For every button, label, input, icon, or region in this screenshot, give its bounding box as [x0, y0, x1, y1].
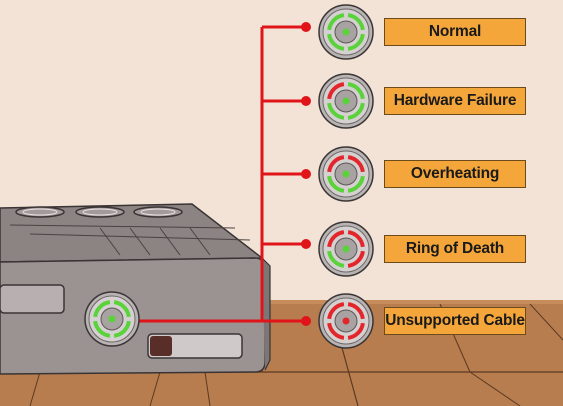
- light-quadrant-top-right-green: [347, 82, 365, 100]
- light-quadrant-bottom-right-red: [347, 250, 365, 268]
- status-light-overheating: [318, 146, 374, 202]
- light-quadrant-top-left-red: [327, 302, 345, 320]
- status-light-hardware-failure: [318, 73, 374, 129]
- connector-lines: [112, 25, 306, 323]
- status-light-normal: [318, 4, 374, 60]
- light-quadrant-top-left-green: [93, 300, 111, 318]
- center-light-green: [342, 97, 350, 105]
- status-label-overheating: Overheating: [384, 160, 526, 188]
- light-quadrant-top-right-red: [347, 155, 365, 173]
- status-light-unsupported-cable: [318, 293, 374, 349]
- light-quadrant-top-right-green: [113, 300, 131, 318]
- center-light-red: [342, 317, 350, 325]
- center-light-green: [342, 28, 350, 36]
- center-light-green: [342, 245, 350, 253]
- light-quadrant-top-right-red: [347, 230, 365, 248]
- light-quadrant-bottom-right-green: [347, 33, 365, 51]
- status-light-ring-of-death: [318, 221, 374, 277]
- status-label-hardware-failure: Hardware Failure: [384, 87, 526, 115]
- status-label-ring-of-death: Ring of Death: [384, 235, 526, 263]
- light-quadrant-bottom-right-green: [347, 102, 365, 120]
- light-quadrant-bottom-left-green: [327, 250, 345, 268]
- light-quadrant-bottom-right-red: [347, 322, 365, 340]
- light-quadrant-top-left-green: [327, 13, 345, 31]
- connector-dots: [301, 22, 311, 326]
- light-quadrant-top-right-green: [347, 13, 365, 31]
- light-quadrant-top-right-red: [347, 302, 365, 320]
- center-light-green: [108, 315, 116, 323]
- status-label-normal: Normal: [384, 18, 526, 46]
- console-ring-of-light: [84, 291, 140, 347]
- light-quadrant-bottom-left-green: [327, 175, 345, 193]
- status-label-unsupported-cable: Unsupported Cable: [384, 307, 526, 335]
- light-quadrant-top-left-red: [327, 82, 345, 100]
- center-light-green: [342, 170, 350, 178]
- light-quadrant-bottom-left-green: [327, 33, 345, 51]
- light-quadrant-top-left-red: [327, 230, 345, 248]
- light-quadrant-top-left-red: [327, 155, 345, 173]
- light-quadrant-bottom-left-green: [327, 102, 345, 120]
- light-quadrant-bottom-right-green: [113, 320, 131, 338]
- light-quadrant-bottom-left-red: [327, 322, 345, 340]
- light-quadrant-bottom-left-green: [93, 320, 111, 338]
- light-quadrant-bottom-right-green: [347, 175, 365, 193]
